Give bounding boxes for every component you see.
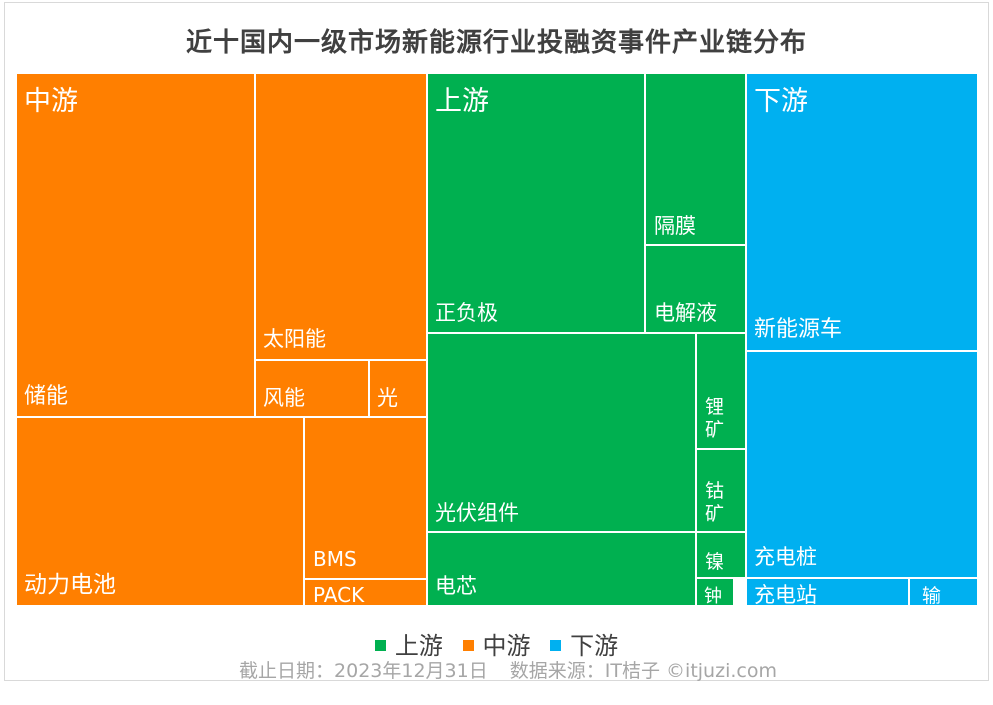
treemap-cell-e58aa8e58a9be794b5e6b1a0 — [17, 418, 303, 605]
treemap-group-label-e4b88ae6b8b8: 上游 — [435, 86, 489, 117]
legend-item-upstream: 上游 — [374, 626, 443, 661]
treemap-cell-e58589 — [370, 361, 426, 416]
treemap-cell-e99482e79fbf — [697, 334, 745, 448]
treemap-cell-e58585e794b5e6a1a9 — [747, 352, 977, 577]
treemap-cell-e582a8e883bd — [17, 74, 254, 416]
treemap-group-label-e4b88be6b8b8: 下游 — [754, 86, 808, 117]
treemap-label-e6ada3e8b49fe69e81: 正负极 — [435, 301, 498, 325]
legend-label-midstream: 中游 — [482, 632, 531, 660]
treemap-label-e9929f: 钟 — [704, 586, 722, 607]
legend-swatch-downstream — [550, 640, 562, 651]
treemap-cell-e9929f — [697, 579, 733, 605]
legend-swatch-midstream — [462, 640, 474, 651]
treemap-label-e9a38ee883bd: 风能 — [263, 386, 305, 410]
legend: 上游 中游 下游 — [0, 626, 993, 661]
treemap-label-e99482e79fbf-0: 锂 — [705, 396, 724, 418]
treemap-label-e696b0e883bde6ba90e8bda6: 新能源车 — [754, 317, 842, 342]
treemap-label-e58aa8e58a9be794b5e6b1a0: 动力电池 — [24, 572, 116, 598]
treemap-label-e794b5e8a7a3e6b6b2: 电解液 — [654, 301, 717, 325]
footer-source: 数据来源：IT桔子 ©itjuzi.com — [509, 660, 777, 682]
treemap-label-e58589e4bc8fe7bb84e4bbb6: 光伏组件 — [435, 501, 519, 525]
treemap-cell-e58589e4bc8fe7bb84e4bbb6 — [428, 334, 695, 531]
treemap-label-bms: BMS — [313, 547, 357, 571]
treemap-cell-e6ada3e8b49fe69e81 — [428, 74, 644, 332]
legend-label-downstream: 下游 — [570, 632, 619, 660]
footer: 截止日期：2023年12月31日 数据来源：IT桔子 ©itjuzi.com — [0, 656, 993, 683]
treemap-cell-pack — [305, 580, 426, 605]
treemap-cell-bms — [305, 418, 426, 578]
treemap-label-e9958d: 镍 — [705, 551, 724, 573]
treemap-label-e99482e79fbf-1: 矿 — [705, 419, 724, 441]
chart-title: 近十国内一级市场新能源行业投融资事件产业链分布 — [185, 28, 807, 58]
treemap-label-e58589: 光 — [377, 386, 398, 410]
treemap-label-e582a8e883bd: 储能 — [24, 384, 68, 409]
treemap-cell-e9958d — [697, 533, 745, 577]
treemap-cell-e5a4aae998b3e883bd — [256, 74, 426, 359]
treemap-label-e99a94e8869c: 隔膜 — [654, 214, 696, 238]
treemap-cell-e9a38ee883bd — [256, 361, 368, 416]
legend-swatch-upstream — [374, 640, 386, 651]
legend-label-upstream: 上游 — [394, 632, 443, 660]
treemap-label-e794b5e88aaf: 电芯 — [435, 574, 477, 598]
treemap-cell-e794b5e88aaf — [428, 533, 695, 605]
treemap-cell-e8be93 — [910, 579, 977, 605]
legend-item-midstream: 中游 — [462, 626, 531, 661]
treemap-cell-e992b4e79fbf — [697, 450, 745, 531]
treemap-group-label-e4b8ade6b8b8: 中游 — [24, 86, 78, 117]
footer-date: 截止日期：2023年12月31日 — [239, 660, 488, 682]
legend-item-downstream: 下游 — [550, 626, 618, 661]
treemap-label-e58585e794b5e6a1a9: 充电桩 — [754, 545, 817, 569]
treemap-label-e992b4e79fbf-0: 钴 — [705, 480, 724, 502]
treemap-label-pack: PACK — [313, 583, 365, 607]
treemap-cell-e794b5e8a7a3e6b6b2 — [646, 246, 745, 332]
treemap-cell-e99a94e8869c — [646, 74, 745, 244]
treemap-label-e58585e794b5e7ab99: 充电站 — [754, 583, 817, 607]
treemap-cell-e696b0e883bde6ba90e8bda6 — [747, 74, 977, 350]
treemap-label-e8be93: 输 — [922, 585, 941, 607]
treemap-label-e992b4e79fbf-1: 矿 — [705, 503, 724, 525]
treemap-label-e5a4aae998b3e883bd: 太阳能 — [263, 327, 326, 351]
treemap-cell-e58585e794b5e7ab99 — [747, 579, 908, 605]
